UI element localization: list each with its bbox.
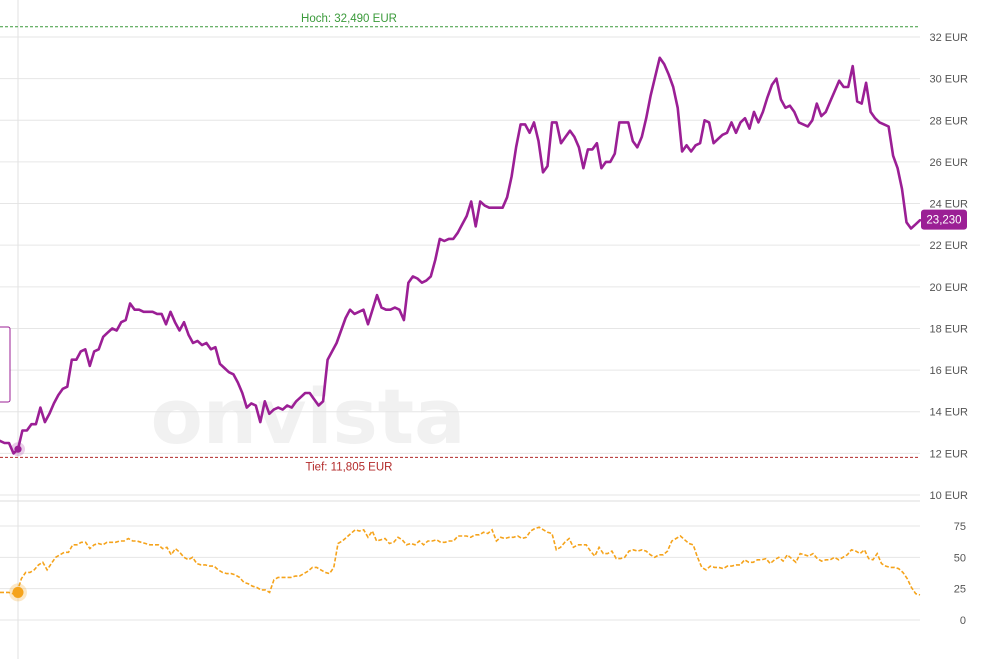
- low-label: Tief: 11,805 EUR: [306, 461, 393, 473]
- price-tick-label: 26 EUR: [929, 157, 968, 169]
- price-grid: [0, 36, 920, 496]
- price-start-marker[interactable]: [14, 445, 22, 453]
- indicator-start-marker[interactable]: [12, 586, 24, 598]
- indicator-grid: [0, 525, 920, 621]
- price-tick-label: 14 EUR: [929, 407, 968, 419]
- price-tick-label: 22 EUR: [929, 240, 968, 252]
- tooltip-box[interactable]: [0, 326, 11, 403]
- price-tick-label: 30 EUR: [929, 74, 968, 86]
- indicator-axis: 0 25 50 75: [954, 521, 966, 627]
- price-tick-label: 12 EUR: [929, 448, 968, 460]
- price-tick-label: 20 EUR: [929, 282, 968, 294]
- price-series-line: [0, 56, 922, 455]
- price-axis: 10 EUR 12 EUR 14 EUR 16 EUR 18 EUR 20 EUR 22 E…: [929, 32, 968, 502]
- last-price-badge: [921, 209, 967, 230]
- indicator-tick-label: 75: [954, 521, 966, 533]
- indicator-tick-label: 50: [954, 552, 966, 564]
- price-tick-label: 18 EUR: [929, 323, 968, 335]
- price-tick-label: 32 EUR: [929, 32, 968, 44]
- indicator-series-line: [0, 526, 921, 596]
- high-label: Hoch: 32,490 EUR: [301, 13, 397, 25]
- price-tick-label: 10 EUR: [929, 490, 968, 502]
- price-tick-label: 16 EUR: [929, 365, 968, 377]
- last-price-label: 23,230: [926, 215, 961, 227]
- indicator-tick-label: 0: [960, 615, 966, 627]
- price-tick-label: 24 EUR: [929, 199, 968, 211]
- price-tick-label: 28 EUR: [929, 115, 968, 127]
- indicator-tick-label: 25: [954, 584, 966, 596]
- watermark-logo: onvista: [151, 372, 466, 461]
